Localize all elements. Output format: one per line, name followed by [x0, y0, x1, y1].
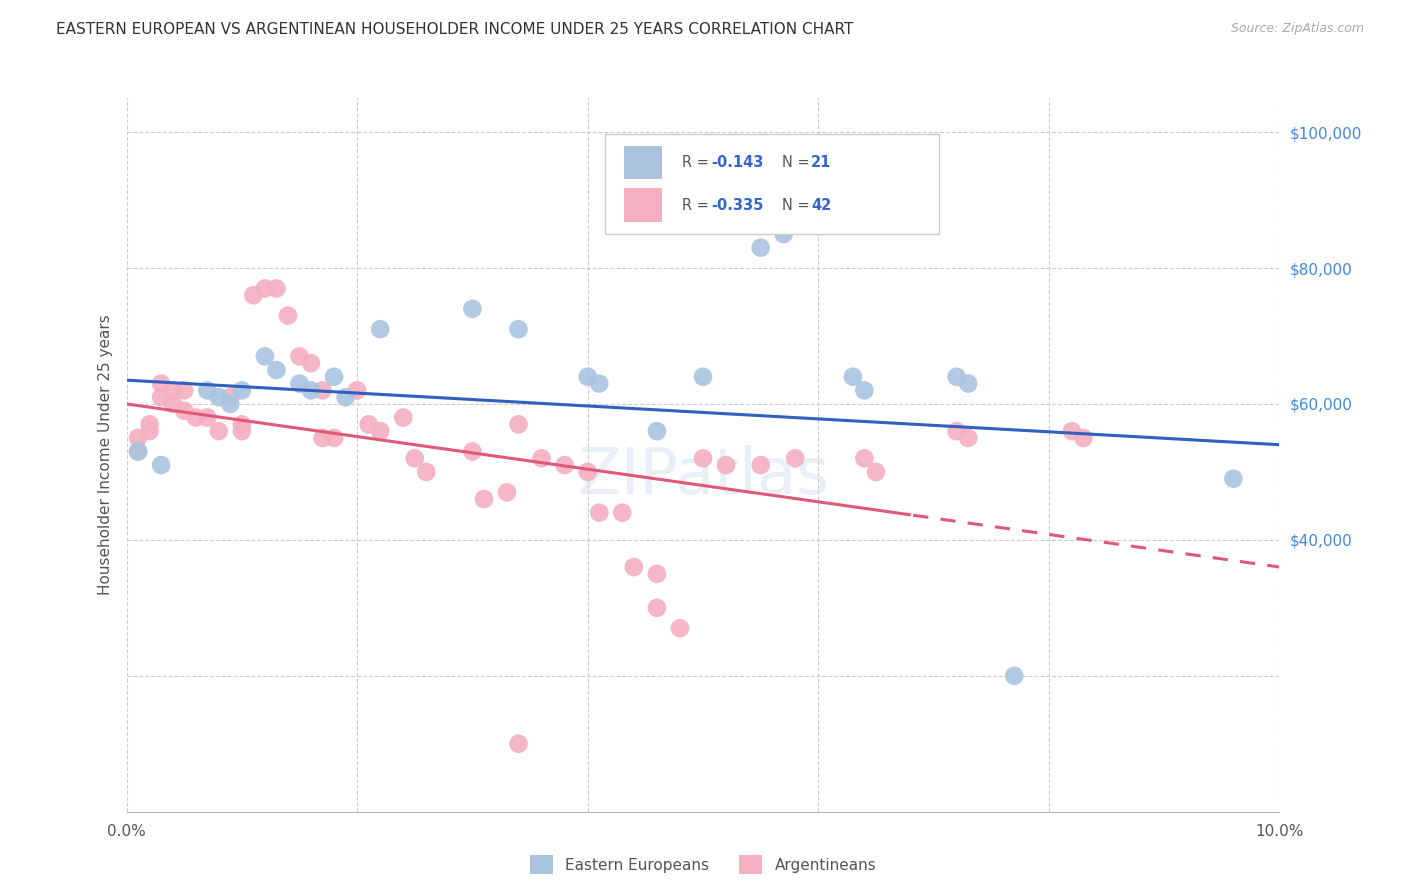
Point — [749, 241, 772, 255]
Point — [692, 369, 714, 384]
Point — [530, 451, 553, 466]
Point — [392, 410, 415, 425]
Point — [288, 350, 311, 364]
Point — [208, 424, 231, 438]
Point — [472, 492, 495, 507]
Point — [749, 458, 772, 472]
Text: 42: 42 — [811, 198, 831, 212]
Point — [957, 376, 980, 391]
Point — [195, 410, 218, 425]
Point — [645, 600, 668, 615]
Text: Source: ZipAtlas.com: Source: ZipAtlas.com — [1230, 22, 1364, 36]
Point — [335, 390, 357, 404]
Point — [138, 417, 160, 432]
Point — [1002, 669, 1025, 683]
Point — [612, 506, 634, 520]
Point — [127, 444, 149, 458]
Text: -0.143: -0.143 — [711, 155, 763, 169]
Point — [162, 397, 184, 411]
Point — [127, 431, 149, 445]
Text: EASTERN EUROPEAN VS ARGENTINEAN HOUSEHOLDER INCOME UNDER 25 YEARS CORRELATION CH: EASTERN EUROPEAN VS ARGENTINEAN HOUSEHOL… — [56, 22, 853, 37]
Text: N =: N = — [782, 155, 814, 169]
Point — [231, 384, 253, 398]
Point — [231, 417, 253, 432]
Point — [772, 227, 794, 241]
Point — [669, 621, 692, 635]
Point — [588, 376, 610, 391]
Point — [311, 431, 333, 445]
Point — [311, 384, 333, 398]
Point — [645, 566, 668, 581]
FancyBboxPatch shape — [605, 134, 939, 234]
Point — [173, 403, 195, 417]
Point — [1222, 472, 1244, 486]
Text: N =: N = — [782, 198, 814, 212]
Legend: Eastern Europeans, Argentineans: Eastern Europeans, Argentineans — [523, 849, 883, 880]
Point — [162, 384, 184, 398]
Point — [957, 431, 980, 445]
Point — [138, 424, 160, 438]
Point — [508, 737, 530, 751]
Point — [150, 458, 173, 472]
Point — [404, 451, 426, 466]
Point — [253, 281, 276, 295]
Point — [323, 431, 346, 445]
Text: ZIPatlas: ZIPatlas — [576, 445, 830, 508]
Point — [299, 384, 322, 398]
Point — [554, 458, 576, 472]
Point — [346, 384, 368, 398]
Point — [645, 424, 668, 438]
Point — [266, 281, 288, 295]
Point — [1060, 424, 1083, 438]
Point — [576, 369, 599, 384]
FancyBboxPatch shape — [624, 188, 662, 222]
Point — [461, 444, 484, 458]
Point — [173, 384, 195, 398]
Text: R =: R = — [682, 155, 713, 169]
Point — [150, 390, 173, 404]
Point — [865, 465, 887, 479]
Point — [219, 390, 242, 404]
FancyBboxPatch shape — [624, 145, 662, 179]
Point — [242, 288, 264, 302]
Point — [692, 451, 714, 466]
Point — [623, 560, 645, 574]
Point — [1073, 431, 1095, 445]
Point — [576, 465, 599, 479]
Point — [945, 424, 967, 438]
Point — [127, 444, 149, 458]
Point — [461, 301, 484, 316]
Text: R =: R = — [682, 198, 713, 212]
Point — [496, 485, 519, 500]
Point — [253, 350, 276, 364]
Point — [323, 369, 346, 384]
Point — [208, 390, 231, 404]
Point — [714, 458, 737, 472]
Y-axis label: Householder Income Under 25 years: Householder Income Under 25 years — [97, 315, 112, 595]
Point — [231, 424, 253, 438]
Point — [368, 322, 391, 336]
Point — [368, 424, 391, 438]
Point — [184, 410, 207, 425]
Point — [945, 369, 967, 384]
Point — [785, 451, 807, 466]
Point — [150, 376, 173, 391]
Point — [853, 451, 876, 466]
Point — [508, 417, 530, 432]
Text: -0.335: -0.335 — [711, 198, 763, 212]
Point — [842, 369, 865, 384]
Point — [415, 465, 437, 479]
Point — [299, 356, 322, 370]
Point — [219, 397, 242, 411]
Point — [288, 376, 311, 391]
Point — [853, 384, 876, 398]
Point — [195, 384, 218, 398]
Point — [357, 417, 380, 432]
Point — [266, 363, 288, 377]
Point — [277, 309, 299, 323]
Point — [508, 322, 530, 336]
Point — [588, 506, 610, 520]
Text: 21: 21 — [811, 155, 831, 169]
